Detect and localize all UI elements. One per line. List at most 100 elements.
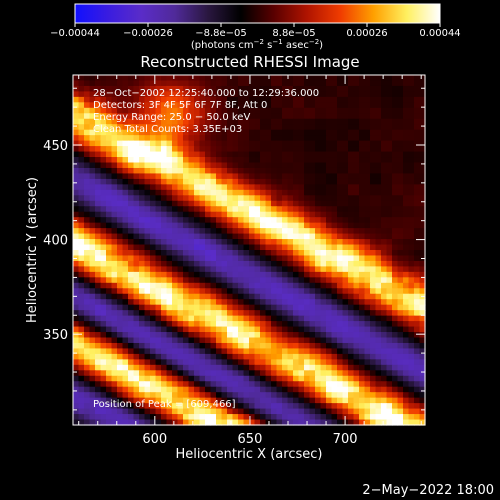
x-axis-label: Heliocentric X (arcsec) (176, 447, 323, 462)
heatmap-cell (183, 359, 190, 366)
heatmap-cell (73, 124, 80, 131)
heatmap-cell (370, 178, 377, 185)
heatmap-cell (364, 91, 371, 98)
heatmap-cell (353, 222, 360, 229)
heatmap-cell (210, 211, 217, 218)
heatmap-cell (128, 353, 135, 360)
heatmap-cell (375, 266, 382, 273)
heatmap-cell (364, 206, 371, 213)
heatmap-cell (111, 332, 118, 339)
heatmap-cell (331, 277, 338, 284)
heatmap-cell (271, 124, 278, 131)
heatmap-cell (144, 195, 151, 202)
heatmap-cell (166, 146, 173, 153)
heatmap-cell (337, 228, 344, 235)
heatmap-cell (326, 315, 333, 322)
heatmap-cell (183, 222, 190, 229)
heatmap-cell (150, 375, 157, 382)
heatmap-cell (260, 162, 267, 169)
heatmap-cell (100, 157, 107, 164)
heatmap-cell (304, 173, 311, 180)
heatmap-cell (188, 315, 195, 322)
heatmap-cell (133, 321, 140, 328)
heatmap-cell (139, 124, 146, 131)
heatmap-cell (276, 184, 283, 191)
heatmap-cell (89, 260, 96, 268)
heatmap-cell (293, 151, 300, 158)
heatmap-cell (320, 337, 327, 344)
heatmap-cell (161, 233, 168, 240)
heatmap-cell (84, 85, 91, 93)
heatmap-cell (320, 397, 327, 404)
heatmap-cell (238, 222, 245, 229)
heatmap-cell (216, 178, 223, 185)
heatmap-cell (232, 288, 239, 295)
heatmap-cell (315, 129, 322, 136)
heatmap-cell (331, 403, 338, 410)
heatmap-cell (128, 146, 135, 153)
heatmap-cell (188, 288, 195, 295)
heatmap-cell (194, 151, 201, 158)
heatmap-cell (205, 277, 212, 284)
heatmap-cell (414, 91, 421, 98)
heatmap-cell (381, 239, 388, 246)
heatmap-cell (188, 392, 195, 399)
heatmap-cell (199, 80, 206, 87)
heatmap-cell (337, 332, 344, 339)
heatmap-cell (89, 146, 96, 153)
heatmap-cell (337, 321, 344, 328)
heatmap-cell (392, 118, 399, 125)
heatmap-cell (282, 321, 289, 328)
heatmap-cell (331, 239, 338, 246)
heatmap-cell (364, 184, 371, 191)
heatmap-cell (205, 293, 212, 300)
heatmap-cell (397, 113, 404, 120)
heatmap-cell (271, 118, 278, 125)
heatmap-cell (381, 381, 388, 388)
heatmap-cell (243, 414, 250, 421)
heatmap-cell (359, 189, 366, 196)
heatmap-cell (243, 364, 250, 371)
heatmap-cell (243, 146, 250, 153)
heatmap-cell (188, 332, 195, 339)
heatmap-cell (161, 167, 168, 175)
heatmap-cell (337, 217, 344, 224)
heatmap-cell (117, 370, 124, 377)
heatmap-cell (342, 288, 349, 295)
heatmap-cell (166, 129, 173, 136)
heatmap-cell (221, 217, 228, 224)
heatmap-cell (331, 195, 338, 202)
heatmap-cell (271, 239, 278, 246)
heatmap-cell (287, 102, 294, 109)
heatmap-cell (304, 277, 311, 284)
heatmap-cell (188, 118, 195, 125)
heatmap-cell (353, 200, 360, 207)
heatmap-cell (342, 375, 349, 382)
heatmap-cell (364, 228, 371, 235)
heatmap-cell (139, 342, 146, 350)
heatmap-cell (293, 118, 300, 125)
heatmap-cell (73, 96, 80, 103)
heatmap-cell (111, 195, 118, 202)
heatmap-cell (183, 408, 190, 415)
heatmap-cell (100, 162, 107, 169)
heatmap-cell (320, 162, 327, 169)
heatmap-cell (188, 337, 195, 344)
heatmap-cell (249, 293, 256, 300)
heatmap-cell (353, 288, 360, 295)
heatmap-cell (331, 162, 338, 169)
heatmap-cell (397, 96, 404, 103)
heatmap-cell (216, 310, 223, 317)
heatmap-cell (199, 200, 206, 207)
heatmap-cell (408, 315, 415, 322)
heatmap-cell (177, 129, 184, 136)
heatmap-cell (122, 102, 129, 109)
heatmap-cell (386, 375, 393, 382)
x-tick-label: 600 (142, 432, 167, 447)
heatmap-cell (392, 348, 399, 355)
heatmap-cell (348, 211, 355, 218)
heatmap-cell (254, 266, 261, 273)
heatmap-cell (199, 419, 206, 426)
heatmap-cell (364, 129, 371, 136)
heatmap-cell (194, 282, 201, 289)
